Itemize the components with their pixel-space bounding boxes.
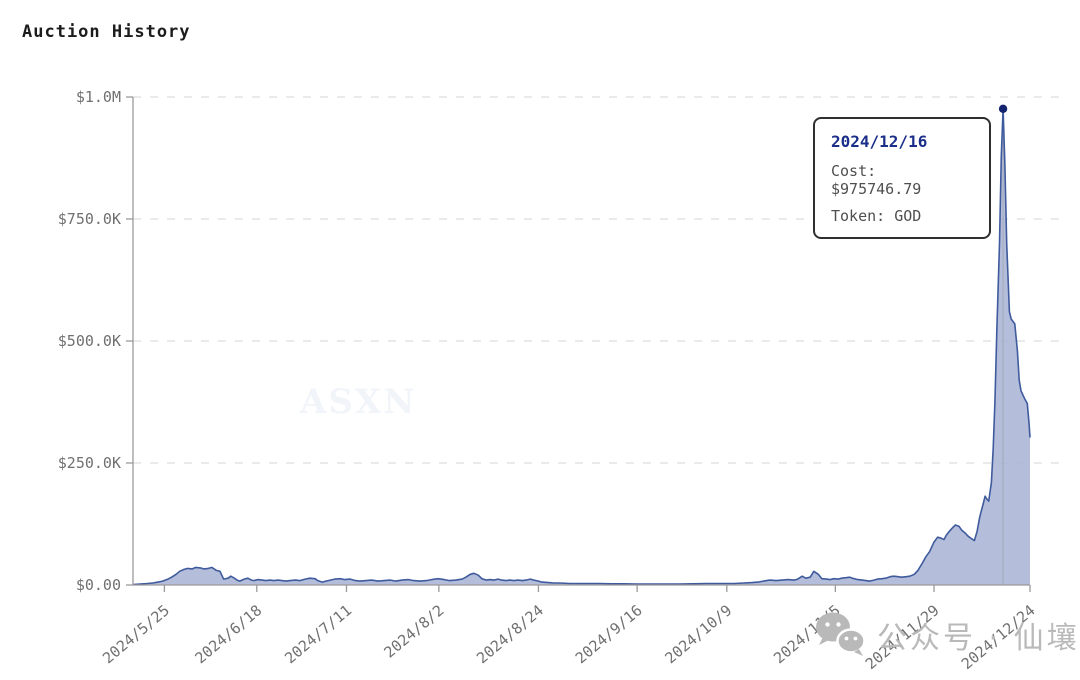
wechat-icon — [816, 612, 866, 656]
x-axis-label: 2024/10/9 — [662, 601, 736, 667]
tooltip-token: Token: GOD — [831, 207, 922, 225]
x-axis-label: 2024/7/11 — [281, 601, 355, 667]
y-axis-label: $250.0K — [58, 454, 121, 472]
tooltip-date: 2024/12/16 — [831, 132, 928, 151]
page-title: Auction History — [22, 22, 191, 42]
wechat-watermark: 公众号 · 仙壤 — [813, 610, 1080, 660]
x-axis-label: 2024/6/18 — [192, 601, 266, 667]
x-axis-label: 2024/8/24 — [473, 601, 547, 667]
y-axis-label: $750.0K — [58, 210, 121, 228]
cost-line — [132, 108, 1031, 586]
chart-tooltip: 2024/12/16 Cost: $975746.79 Token: GOD — [813, 117, 991, 239]
highlight-dot[interactable] — [998, 104, 1008, 114]
x-axis-label: 2024/5/25 — [99, 601, 173, 667]
y-axis-label: $0.00 — [76, 576, 121, 594]
y-axis-label: $500.0K — [58, 332, 121, 350]
x-axis-label: 2024/8/2 — [381, 601, 448, 661]
asxn-watermark: ASXN — [300, 382, 417, 422]
y-axis-label: $1.0M — [76, 88, 121, 106]
x-axis-label: 2024/9/16 — [572, 601, 646, 667]
wechat-watermark-text: 公众号 · 仙壤 — [877, 621, 1080, 656]
tooltip-cost: Cost: $975746.79 — [831, 162, 922, 198]
